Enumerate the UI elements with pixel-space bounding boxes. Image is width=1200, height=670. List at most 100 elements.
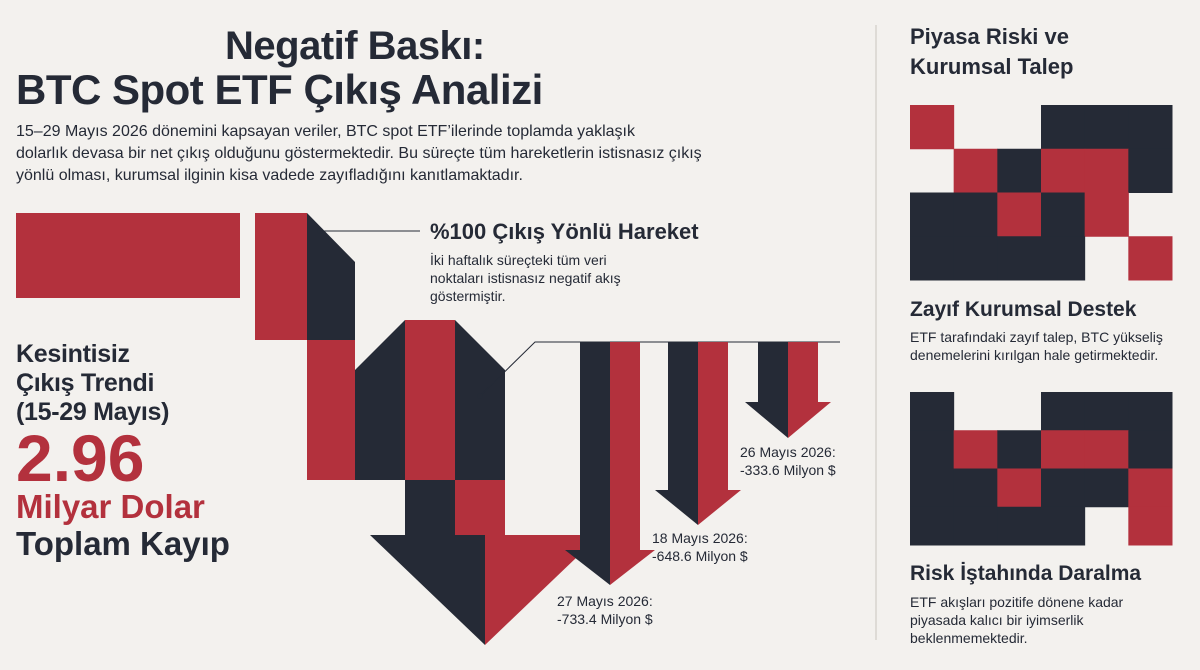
sidebar-title-line: Piyasa Riski ve	[910, 24, 1070, 49]
mosaic-cell	[1041, 468, 1086, 508]
mosaic-cell	[1084, 192, 1129, 237]
flow-amount: -733.4 Milyon $	[557, 611, 653, 627]
block	[255, 213, 307, 340]
intro-line: yönlü olması, kurumsal ilginin kisa vade…	[16, 167, 523, 184]
block	[455, 320, 505, 480]
flow-date: 18 Mayıs 2026:	[652, 530, 748, 546]
mosaic-cell	[953, 430, 998, 469]
mosaic-cell	[953, 192, 998, 237]
flow-label: 26 Mayıs 2026: -333.6 Milyon $	[740, 443, 836, 479]
section-text: ETF tarafındaki zayıf talep, BTC yükseli…	[910, 328, 1163, 364]
mosaic-cell	[1128, 392, 1173, 431]
mosaic-cell	[997, 430, 1042, 469]
flow-date: 27 Mayıs 2026:	[557, 593, 653, 609]
summary-line: Kesintisiz	[16, 340, 130, 368]
arrow-shaft	[668, 342, 698, 490]
flow-label: 18 Mayıs 2026: -648.6 Milyon $	[652, 529, 748, 565]
mosaic-cell	[1084, 392, 1129, 431]
mosaic-cell	[1041, 236, 1086, 281]
callout-line: göstermiştir.	[430, 288, 506, 304]
summary-amount: 2.96	[16, 421, 145, 495]
block	[405, 320, 455, 480]
block	[307, 213, 355, 340]
flow-amount: -648.6 Milyon $	[652, 548, 748, 564]
mosaic-cell	[1041, 105, 1086, 150]
mosaic-cell	[1084, 105, 1129, 150]
section-title: Risk İştahında Daralma	[910, 562, 1142, 585]
arrow-head	[370, 535, 485, 645]
flow-label: 27 Mayıs 2026: -733.4 Milyon $	[557, 592, 653, 628]
mosaic-cell	[997, 148, 1042, 193]
section-line: ETF tarafındaki zayıf talep, BTC yükseli…	[910, 329, 1163, 345]
summary-line: (15-29 Mayıs)	[16, 398, 170, 426]
title-line: BTC Spot ETF Çıkış Analizi	[16, 66, 543, 113]
mosaic-cell	[910, 430, 955, 469]
intro-line: dolarlık devasa bir net çıkış olduğunu g…	[16, 145, 702, 162]
mosaic-cell	[997, 506, 1042, 546]
mosaic-cell	[910, 506, 955, 546]
mosaic-cell	[910, 468, 955, 508]
mosaic-cell	[997, 236, 1042, 281]
summary-heading: Kesintisiz Çıkış Trendi (15-29 Mayıs)	[16, 340, 169, 427]
mosaic-cell	[1041, 192, 1086, 237]
section-line: denemelerini kırılgan hale getirmektedir…	[910, 347, 1159, 363]
callout-title: %100 Çıkış Yönlü Hareket	[430, 219, 699, 244]
mosaic-cell	[953, 506, 998, 546]
callout-text: İki haftalık süreçteki tüm veri noktalar…	[430, 251, 621, 305]
mosaic-cell	[910, 392, 955, 431]
callout-line: noktaları istisnasız negatif akış	[430, 270, 621, 286]
block	[405, 480, 455, 536]
mosaic-cell	[997, 468, 1042, 508]
flow-amount: -333.6 Milyon $	[740, 462, 836, 478]
section-title: Zayıf Kurumsal Destek	[910, 298, 1137, 321]
arrow-head	[610, 550, 655, 585]
arrow-shaft	[788, 342, 818, 402]
mosaic-cell	[1041, 148, 1086, 193]
callout-dot	[317, 228, 323, 234]
mosaic-cell	[1041, 430, 1086, 469]
callout-line: İki haftalık süreçteki tüm veri	[430, 252, 607, 268]
section-line: ETF akışları pozitife dönene kadar	[910, 594, 1124, 610]
mosaic-cell	[953, 236, 998, 281]
mosaic-cell	[1084, 430, 1129, 469]
baseline	[479, 341, 840, 397]
flow-arrows	[477, 341, 840, 585]
summary-caption: Toplam Kayıp	[16, 525, 230, 562]
block	[355, 320, 405, 480]
intro-line: 15–29 Mayıs 2026 dönemini kapsayan veril…	[16, 123, 635, 140]
mosaic-cell	[910, 105, 955, 150]
arrow-head	[565, 550, 610, 585]
section-line: piyasada kalıcı bir iyimserlik	[910, 612, 1084, 628]
intro: 15–29 Mayıs 2026 dönemini kapsayan veril…	[16, 121, 702, 187]
arrow-head	[698, 490, 741, 525]
arrow-head	[485, 535, 600, 645]
red-block	[16, 213, 240, 298]
mosaic-cell	[1128, 236, 1173, 281]
mosaic-cell	[1128, 468, 1173, 508]
arrow-head	[655, 490, 698, 525]
mosaic-cell	[953, 468, 998, 508]
mosaic-cell	[1128, 506, 1173, 546]
mosaic-cell	[1041, 392, 1086, 431]
sidebar-title: Piyasa Riski ve Kurumsal Talep	[910, 22, 1073, 82]
mosaic-cell	[997, 192, 1042, 237]
summary-unit: Milyar Dolar	[16, 488, 205, 525]
mosaics	[910, 105, 1173, 546]
mosaic-cell	[1084, 148, 1129, 193]
decor-left	[16, 213, 600, 645]
baseline-dot	[477, 393, 483, 399]
title-line: Negatif Baskı:	[225, 24, 485, 68]
block	[307, 340, 355, 480]
mosaic-cell	[1084, 468, 1129, 508]
arrow-shaft	[698, 342, 728, 490]
arrow-shaft	[610, 342, 640, 550]
mosaic-cell	[953, 148, 998, 193]
sidebar-title-line: Kurumsal Talep	[910, 54, 1074, 79]
block	[455, 480, 505, 536]
mosaic-cell	[1128, 430, 1173, 469]
mosaic-cell	[1128, 148, 1173, 193]
mosaic-cell	[1041, 506, 1086, 546]
mosaic-cell	[910, 192, 955, 237]
arrow-head	[788, 402, 831, 438]
